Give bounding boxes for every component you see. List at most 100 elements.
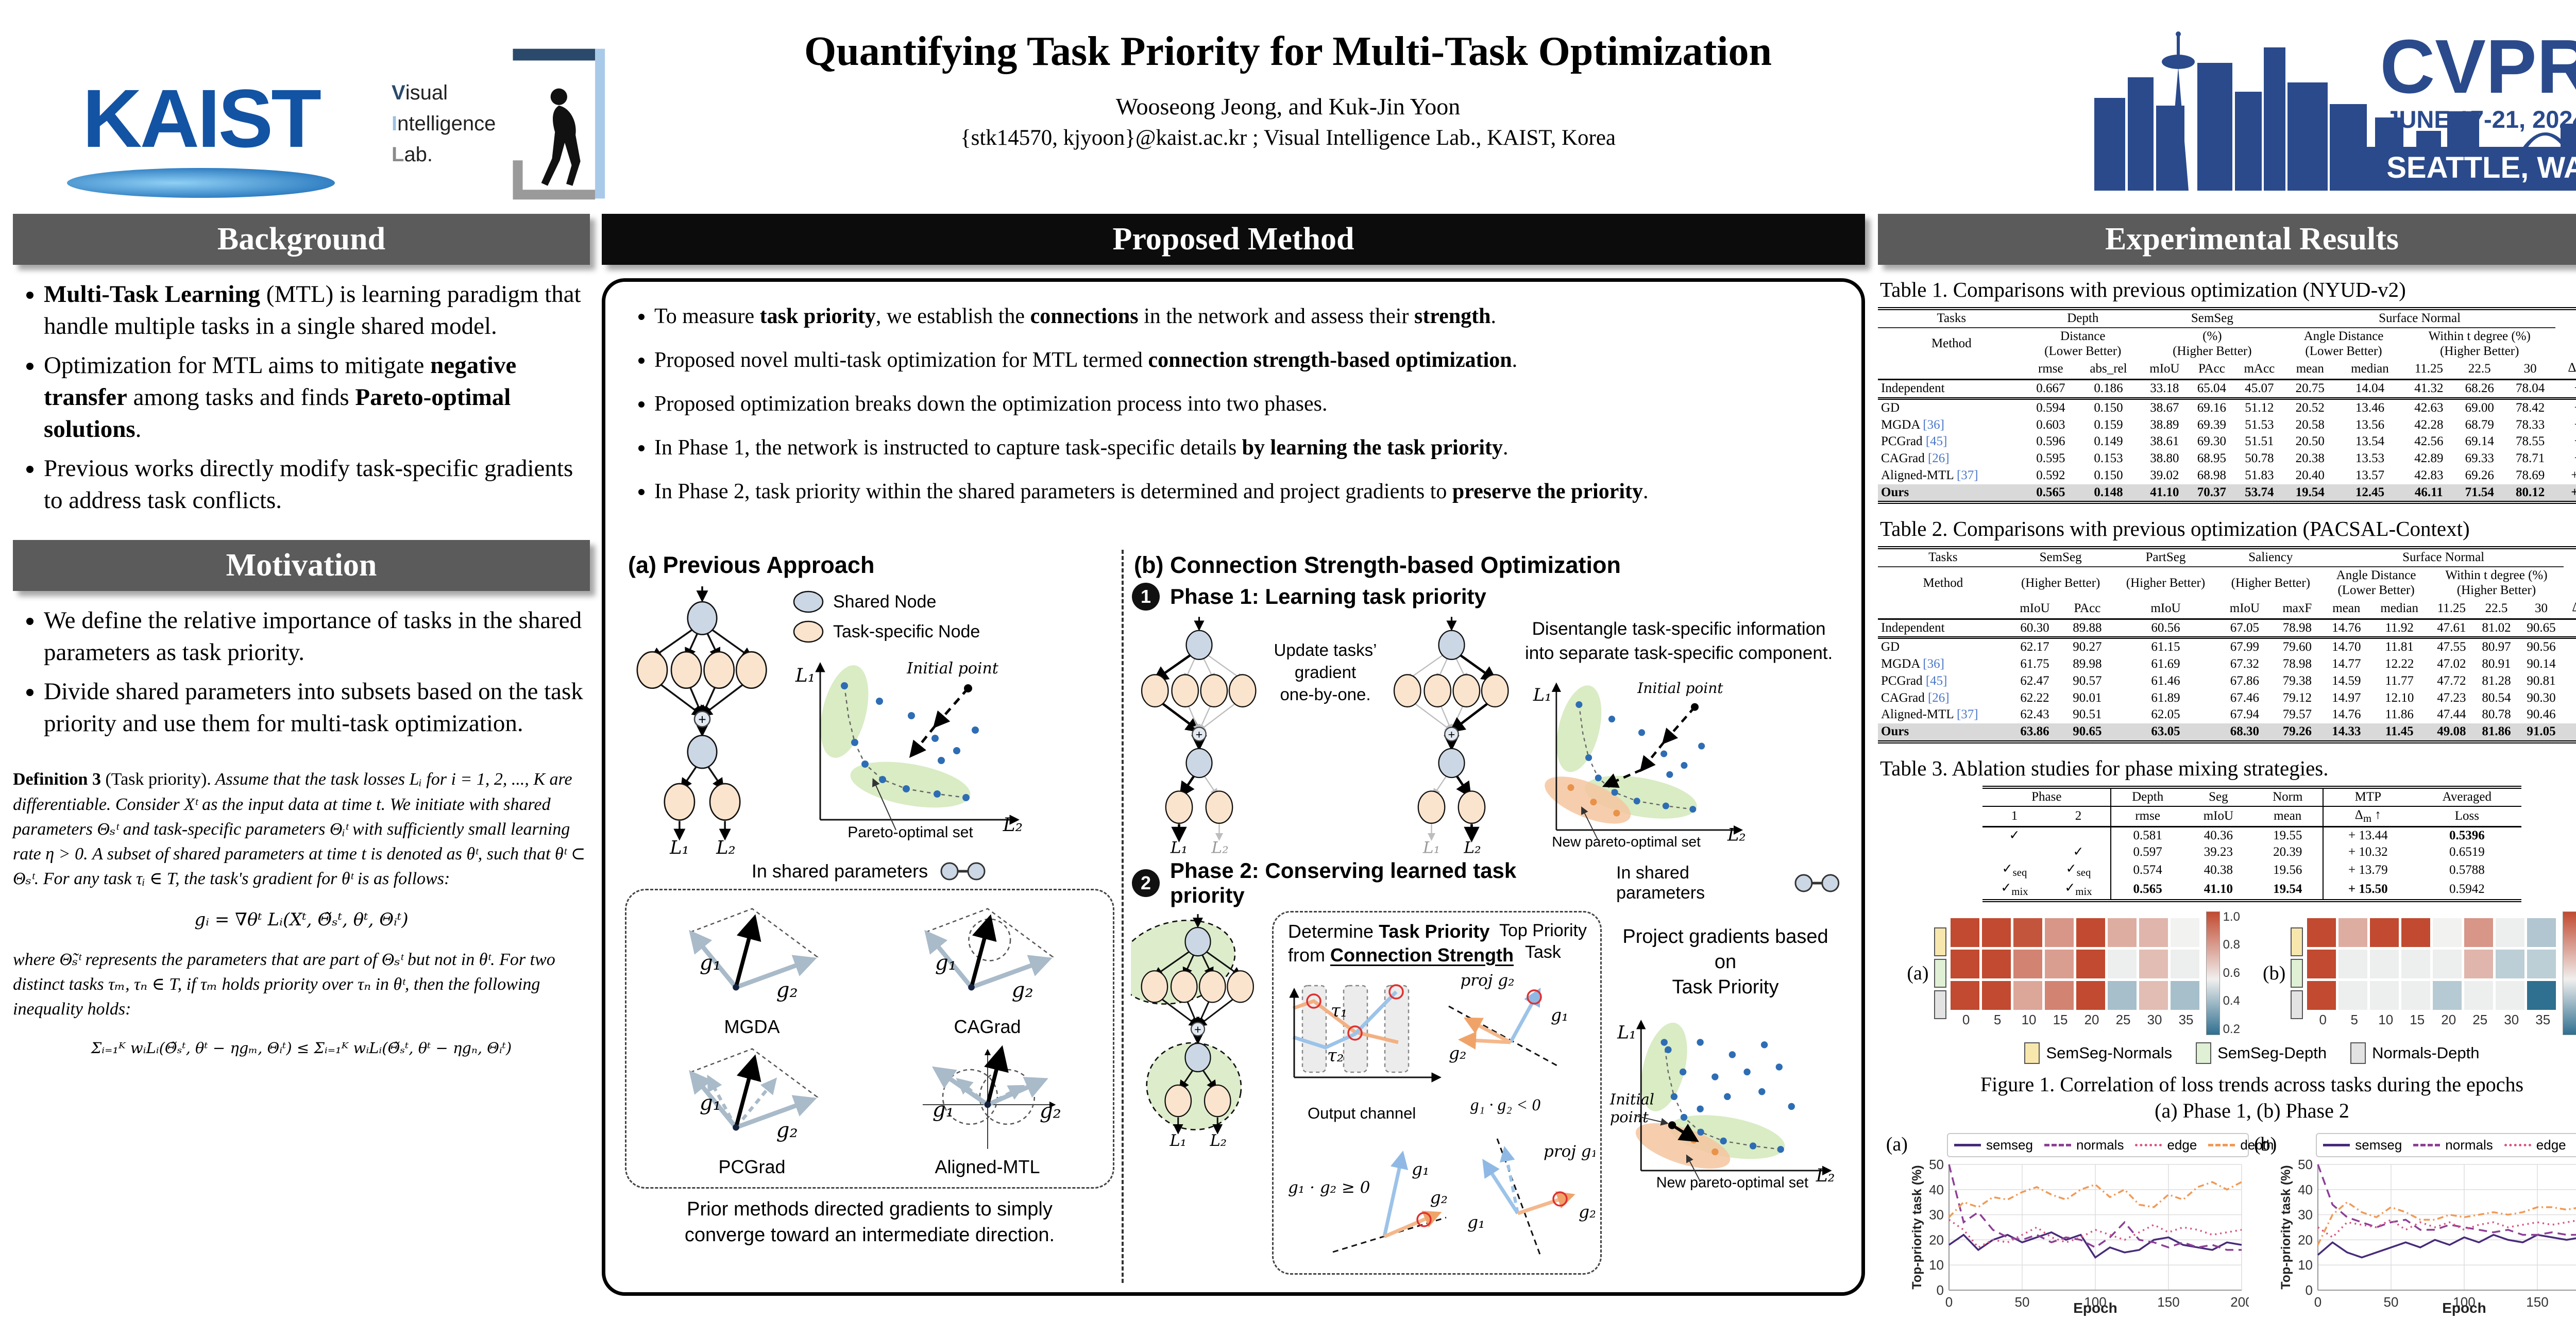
network-phase1-left: + L₁ L₂ bbox=[1131, 614, 1267, 857]
table-cell: ✓seq bbox=[2065, 862, 2091, 879]
dot-negative-label: g₁ · g₂ < 0 bbox=[1470, 1095, 1540, 1114]
table-cell: + 3.70 bbox=[2564, 723, 2576, 742]
heatmap-cell bbox=[2307, 918, 2336, 948]
aligned-mtl-diagram: g₁ g₂ Aligned-MTL bbox=[913, 1040, 1062, 1178]
table-cell: ✓mix bbox=[2001, 881, 2028, 898]
cvpr-dates: JUNE 17-21, 2024 bbox=[2385, 106, 2576, 133]
axis-tick: 50 bbox=[1929, 1157, 1944, 1172]
heatmap-cell bbox=[1981, 950, 2011, 979]
row-group-chip bbox=[2291, 990, 2303, 1019]
g2-label: g₂ bbox=[776, 978, 798, 1003]
vil-logo-text: Visual Intelligence Lab. bbox=[392, 81, 496, 166]
table-cell: 47.44 bbox=[2437, 707, 2466, 722]
table-row: ✓mix ✓mix 0.565 41.10 19.54 + 15.50 0.5942 bbox=[1982, 880, 2521, 901]
axis-tick: 150 bbox=[2157, 1294, 2179, 1310]
table-cell: 62.43 bbox=[2020, 707, 2049, 722]
g2-label: g₂ bbox=[776, 1118, 798, 1142]
results-table: Tasks SemSeg PartSeg Saliency Surface Normal… bbox=[1878, 546, 2576, 743]
legend-item: normals bbox=[2044, 1137, 2124, 1153]
table-cell: 61.69 bbox=[2151, 657, 2180, 671]
table-header-cell: Δm ↑(%) bbox=[2555, 360, 2576, 381]
heatmap-cell bbox=[2464, 950, 2494, 979]
pane-a-title: (a) Previous Approach bbox=[628, 552, 875, 578]
table-cell: 20.75 bbox=[2283, 379, 2336, 400]
g1-label: g₁ bbox=[699, 951, 721, 975]
heatmap-cell bbox=[2433, 950, 2462, 979]
axis-tick: 25 bbox=[2472, 1012, 2488, 1028]
heatmap-cell bbox=[2338, 950, 2368, 979]
heatmap-cell bbox=[2013, 950, 2042, 979]
axis-tick: 10 bbox=[2378, 1012, 2394, 1028]
set-label: New pareto-optimal set bbox=[1552, 833, 1701, 849]
initial-point-label: Initial point bbox=[906, 660, 999, 678]
list-item: We define the relative importance of tas… bbox=[44, 604, 590, 668]
axis-tick: 200 bbox=[2230, 1294, 2249, 1310]
axis-tick: 10 bbox=[2021, 1012, 2037, 1028]
phase2-header: 2 Phase 2: Conserving learned task prior… bbox=[1132, 858, 1842, 908]
loss1-label: L₁ bbox=[1422, 839, 1440, 855]
table-cell: 14.76 bbox=[2323, 619, 2370, 639]
table-cell: 90.30 bbox=[2527, 690, 2556, 705]
vil-v: V bbox=[392, 81, 405, 104]
chart-a-label: (a) bbox=[1886, 1133, 1908, 1155]
table-cell: 90.01 bbox=[2073, 690, 2102, 705]
chart-line-semseg bbox=[2317, 1233, 2576, 1259]
axis-l2: L₂ bbox=[1816, 1165, 1835, 1186]
axis-tick: 30 bbox=[2504, 1012, 2519, 1028]
table-cell: Ours bbox=[1878, 723, 2008, 742]
prior-methods-box: g₁ g₂ MGDA g₁ g₂ CAGrad g₁ g₂ PCGrad g₁ g₂ Align… bbox=[625, 889, 1114, 1189]
affiliation: {stk14570, kjyoon}@kaist.ac.kr ; Visual … bbox=[960, 126, 1616, 150]
table-cell: 45.07 bbox=[2234, 379, 2284, 400]
table-cell: 14.33 bbox=[2323, 723, 2370, 742]
table-header-cell: Tasks bbox=[1878, 548, 2008, 568]
table-row: ✓ 0.597 39.23 20.39 + 10.32 0.6519 bbox=[1982, 844, 2521, 861]
shared-params-label: In shared parameters bbox=[1616, 863, 1705, 903]
heatmap-cell bbox=[2013, 918, 2042, 948]
network-diagram-previous: + L₁ L₂ bbox=[625, 583, 779, 858]
plus-node: + bbox=[1194, 1022, 1201, 1036]
table-header-cell: mIoU bbox=[2140, 360, 2189, 381]
table-cell: 11.77 bbox=[2385, 673, 2414, 688]
heatmap-cell bbox=[2107, 918, 2137, 948]
heatmap-cell bbox=[2527, 950, 2556, 979]
table-cell: 81.02 bbox=[2473, 619, 2519, 639]
legend-item: semseg bbox=[2323, 1137, 2402, 1153]
results-heading: Experimental Results bbox=[1878, 214, 2576, 265]
method-name: CAGrad bbox=[954, 1016, 1021, 1038]
table-header-cell: maxF bbox=[2271, 599, 2324, 620]
equation-inequality: Σᵢ₌₁ᴷ wᵢLᵢ(Θ̃ₛᵗ, θᵗ − ηgₘ, Θᵢᵗ) ≤ Σᵢ₌₁ᴷ … bbox=[91, 1039, 512, 1057]
heatmap-cell bbox=[2527, 981, 2556, 1010]
table-cell: 41.10 bbox=[2140, 484, 2189, 503]
table-cell: 91.05 bbox=[2518, 723, 2564, 742]
colorbar-tick: 0.8 bbox=[2223, 938, 2240, 952]
heatmap-cell bbox=[2433, 918, 2462, 948]
table-header-cell: rmse bbox=[2025, 360, 2077, 381]
table-cell: ✓ bbox=[2009, 828, 2020, 842]
legend-item: Normals-Depth bbox=[2350, 1042, 2480, 1064]
heatmap-cell bbox=[2139, 981, 2168, 1010]
table-cell: + 15.00 bbox=[2555, 484, 2576, 503]
authors: Wooseong Jeong, and Kuk-Jin Yoon bbox=[1115, 93, 1461, 120]
loss2-label: L₂ bbox=[1209, 1131, 1227, 1147]
table-header-cell: Within t degree (%) (Higher Better) bbox=[2445, 568, 2548, 597]
table-cell: 14.77 bbox=[2332, 657, 2361, 671]
table-cell: 11.45 bbox=[2369, 723, 2429, 742]
table-cell: + 0.00 bbox=[2555, 379, 2576, 400]
table-cell: PCGrad [45] bbox=[1881, 673, 1947, 688]
table-cell: 12.22 bbox=[2385, 657, 2414, 671]
table-cell: + 1.47 bbox=[2564, 638, 2576, 656]
figure1-caption: Figure 1. Correlation of loss trends acr… bbox=[1980, 1072, 2524, 1096]
projection-sketch-top: proj g₂ g₁ g₂ bbox=[1448, 971, 1568, 1066]
table-cell: 61.89 bbox=[2151, 690, 2180, 705]
heatmap-cell bbox=[2464, 981, 2494, 1010]
legend-swatch bbox=[2504, 1143, 2531, 1146]
heatmap-cell bbox=[2076, 981, 2105, 1010]
table-row: Aligned-MTL [37] 0.592 0.150 39.02 68.98 51.8… bbox=[1878, 467, 2576, 484]
table-cell: 0.5788 bbox=[2449, 863, 2485, 877]
table-cell: + 10.17 bbox=[2571, 468, 2576, 482]
table-cell: 78.42 bbox=[2515, 400, 2545, 415]
table-header-cell: median bbox=[2369, 599, 2429, 620]
table-cell: 68.26 bbox=[2454, 379, 2505, 400]
axis-l1: L₁ bbox=[1533, 685, 1552, 705]
